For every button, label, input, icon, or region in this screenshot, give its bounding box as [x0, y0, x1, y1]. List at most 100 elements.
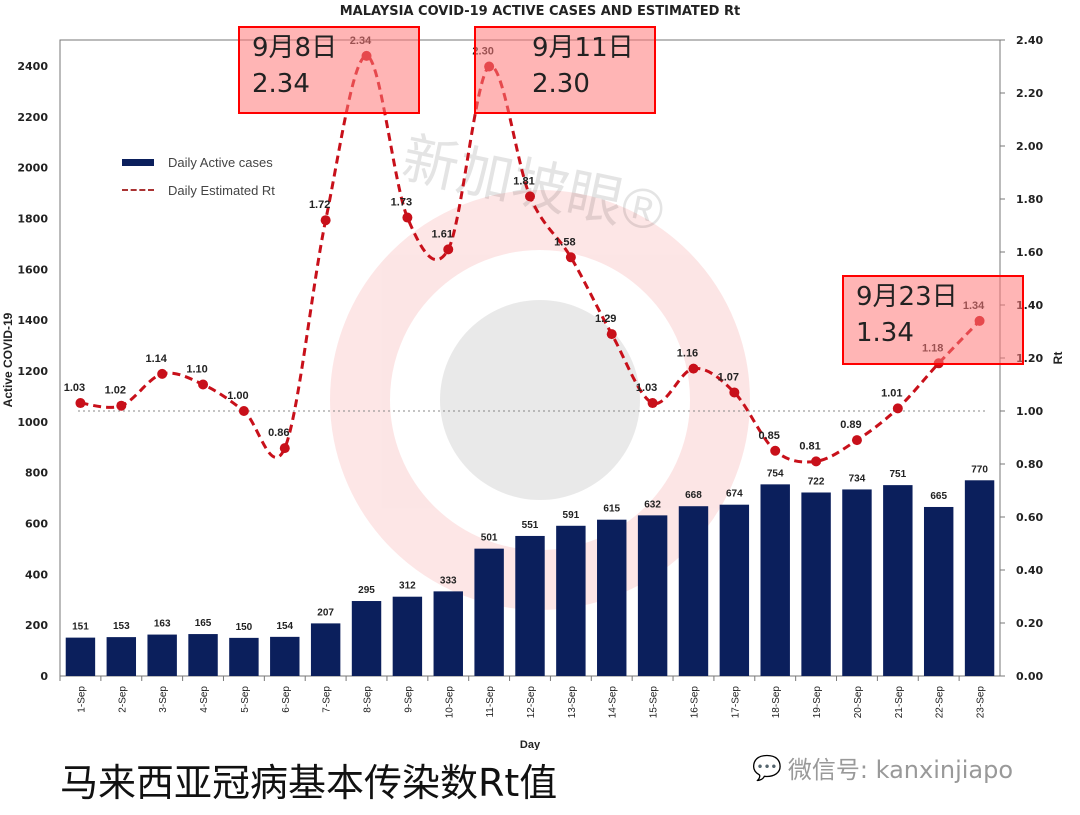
svg-text:551: 551 [522, 520, 539, 531]
svg-text:734: 734 [849, 473, 866, 484]
svg-text:333: 333 [440, 575, 457, 586]
svg-text:11-Sep: 11-Sep [485, 686, 496, 718]
svg-text:20-Sep: 20-Sep [853, 686, 864, 719]
svg-text:15-Sep: 15-Sep [649, 686, 660, 719]
svg-text:1.03: 1.03 [64, 382, 85, 394]
svg-text:154: 154 [276, 621, 293, 632]
legend-item-line: Daily Estimated Rt [122, 176, 275, 204]
svg-text:1.73: 1.73 [391, 197, 412, 209]
svg-text:1.02: 1.02 [105, 385, 126, 397]
svg-text:0.40: 0.40 [1016, 564, 1043, 577]
svg-text:14-Sep: 14-Sep [608, 686, 619, 719]
svg-text:19-Sep: 19-Sep [812, 686, 823, 719]
svg-text:1000: 1000 [17, 416, 48, 429]
wechat-icon: 💬 [752, 753, 782, 782]
svg-text:2.20: 2.20 [1016, 87, 1043, 100]
svg-text:207: 207 [317, 607, 334, 618]
svg-text:1.14: 1.14 [145, 353, 167, 365]
svg-text:16-Sep: 16-Sep [689, 686, 700, 719]
svg-text:151: 151 [72, 622, 89, 633]
svg-text:153: 153 [113, 621, 130, 632]
svg-text:0.81: 0.81 [799, 440, 820, 452]
svg-text:2400: 2400 [17, 60, 48, 73]
svg-text:0.80: 0.80 [1016, 458, 1043, 471]
svg-text:5-Sep: 5-Sep [240, 686, 251, 713]
svg-text:1.07: 1.07 [718, 371, 739, 383]
svg-text:1-Sep: 1-Sep [76, 686, 87, 713]
svg-text:9-Sep: 9-Sep [403, 686, 414, 713]
svg-text:3-Sep: 3-Sep [158, 686, 169, 713]
svg-text:22-Sep: 22-Sep [935, 686, 946, 719]
svg-text:0.85: 0.85 [759, 430, 780, 442]
svg-text:17-Sep: 17-Sep [730, 686, 741, 719]
callout-sep-8: 9月8日 2.34 [238, 26, 420, 114]
svg-text:163: 163 [154, 619, 171, 630]
svg-text:674: 674 [726, 489, 743, 500]
svg-text:632: 632 [644, 499, 661, 510]
svg-text:1.58: 1.58 [554, 236, 575, 248]
svg-text:2000: 2000 [17, 162, 48, 175]
wechat-watermark: 💬 微信号: kanxinjiapo [752, 753, 1014, 785]
svg-text:1.00: 1.00 [227, 390, 248, 402]
svg-text:1.29: 1.29 [595, 313, 616, 325]
svg-text:1.16: 1.16 [677, 348, 698, 360]
svg-text:10-Sep: 10-Sep [444, 686, 455, 719]
svg-text:200: 200 [25, 619, 48, 632]
svg-text:668: 668 [685, 490, 702, 501]
dashed-line-swatch-icon [122, 189, 154, 191]
callout-sep-23: 9月23日 1.34 [842, 275, 1024, 365]
svg-text:800: 800 [25, 467, 48, 480]
svg-text:1400: 1400 [17, 314, 48, 327]
svg-text:665: 665 [930, 491, 947, 502]
svg-text:295: 295 [358, 585, 375, 596]
svg-text:0.00: 0.00 [1016, 670, 1043, 683]
svg-text:1.80: 1.80 [1016, 193, 1043, 206]
svg-text:1.00: 1.00 [1016, 405, 1043, 418]
svg-text:2.00: 2.00 [1016, 140, 1043, 153]
svg-text:1600: 1600 [17, 263, 48, 276]
svg-text:1.81: 1.81 [513, 175, 534, 187]
svg-text:0: 0 [40, 670, 48, 683]
svg-text:0.60: 0.60 [1016, 511, 1043, 524]
svg-text:754: 754 [767, 468, 784, 479]
svg-text:0.86: 0.86 [268, 427, 289, 439]
svg-text:615: 615 [603, 504, 620, 515]
svg-text:13-Sep: 13-Sep [567, 686, 578, 719]
svg-text:1800: 1800 [17, 213, 48, 226]
svg-text:591: 591 [563, 510, 580, 521]
svg-text:1200: 1200 [17, 365, 48, 378]
svg-text:501: 501 [481, 533, 498, 544]
svg-text:12-Sep: 12-Sep [526, 686, 537, 719]
callout-sep-11: 9月11日 2.30 [474, 26, 656, 114]
svg-text:8-Sep: 8-Sep [363, 686, 374, 713]
svg-text:312: 312 [399, 581, 416, 592]
svg-text:Rt: Rt [1051, 352, 1065, 365]
svg-text:Active COVID-19: Active COVID-19 [1, 312, 15, 407]
svg-text:722: 722 [808, 476, 825, 487]
svg-text:1.03: 1.03 [636, 382, 657, 394]
bar-swatch-icon [122, 158, 154, 166]
svg-text:1.60: 1.60 [1016, 246, 1043, 259]
svg-text:6-Sep: 6-Sep [281, 686, 292, 713]
caption: 马来西亚冠病基本传染数Rt值 [60, 761, 558, 805]
svg-text:21-Sep: 21-Sep [894, 686, 905, 719]
svg-text:1.72: 1.72 [309, 199, 330, 211]
svg-text:4-Sep: 4-Sep [199, 686, 210, 713]
svg-text:1.10: 1.10 [186, 364, 207, 376]
svg-text:1.61: 1.61 [432, 228, 453, 240]
svg-text:770: 770 [971, 464, 988, 475]
svg-text:1.01: 1.01 [881, 387, 902, 399]
svg-text:751: 751 [889, 469, 906, 480]
svg-text:7-Sep: 7-Sep [322, 686, 333, 713]
legend-item-bars: Daily Active cases [122, 148, 275, 176]
svg-text:400: 400 [25, 568, 48, 581]
svg-text:Day: Day [520, 739, 541, 750]
svg-text:18-Sep: 18-Sep [771, 686, 782, 719]
svg-text:2.40: 2.40 [1016, 34, 1043, 47]
svg-text:0.20: 0.20 [1016, 617, 1043, 630]
svg-text:0.89: 0.89 [840, 419, 861, 431]
svg-text:165: 165 [195, 618, 212, 629]
svg-text:23-Sep: 23-Sep [976, 686, 987, 719]
combo-chart: 新加坡眼® 0200400600800100012001400160018002… [1, 34, 1065, 750]
svg-text:2200: 2200 [17, 111, 48, 124]
